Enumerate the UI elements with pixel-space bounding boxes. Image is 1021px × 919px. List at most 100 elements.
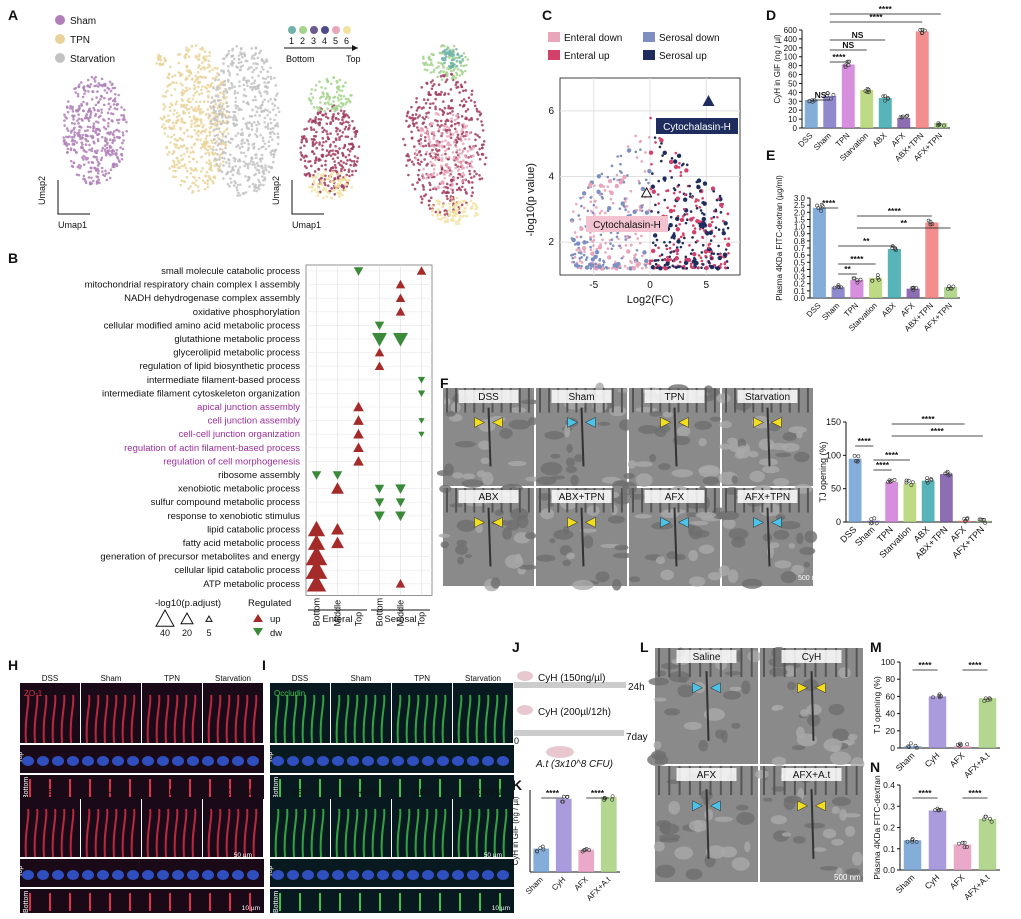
nucleus	[377, 756, 389, 766]
umap-dot	[326, 79, 329, 83]
umap-dot	[176, 139, 180, 142]
data-point	[910, 480, 915, 485]
bar	[978, 698, 997, 748]
umap-dot	[70, 121, 74, 125]
umap-dot	[72, 135, 76, 139]
tick-label: 0.2	[883, 823, 895, 833]
umap-dot	[78, 135, 82, 139]
volcano-point	[633, 260, 637, 264]
umap-dot	[109, 168, 113, 172]
umap-dot	[86, 125, 90, 129]
umap-dot	[481, 129, 485, 132]
texture-blob	[648, 677, 669, 686]
umap-dot	[422, 167, 425, 171]
umap-dot	[441, 74, 445, 77]
umap-dot	[243, 88, 246, 91]
umap-dot	[305, 127, 309, 130]
umap-dot	[321, 130, 325, 134]
umap-dot	[437, 83, 441, 87]
texture-blob	[622, 481, 637, 496]
umap-dot	[263, 90, 266, 94]
texture-blob	[609, 406, 627, 417]
umap-dot	[439, 218, 443, 221]
umap-dot	[245, 81, 249, 84]
umap-dot	[449, 136, 453, 140]
volcano-point	[622, 174, 627, 180]
umap-dot	[336, 150, 339, 153]
umap-dot	[168, 105, 172, 109]
umap-dot	[73, 133, 76, 137]
umap-dot	[70, 135, 74, 139]
junction-line	[810, 789, 815, 859]
umap-dot	[94, 103, 98, 107]
umap-dot	[463, 206, 466, 210]
umap-dot	[444, 216, 447, 219]
umap-dot	[210, 96, 214, 99]
umap-dot	[272, 155, 276, 159]
nucleus	[347, 870, 359, 880]
texture-blob	[748, 450, 759, 458]
triangle-marker	[395, 511, 406, 522]
volcano-point	[656, 258, 660, 262]
umap-dot	[269, 66, 272, 70]
image-label: AFX+TPN	[215, 788, 251, 797]
umap-dot	[471, 154, 474, 158]
umap-dot	[173, 165, 176, 169]
triangle-marker	[395, 293, 406, 302]
umap-dot	[100, 149, 104, 152]
umap-dot	[442, 128, 445, 132]
umap-dot	[449, 213, 452, 217]
umap-dot	[317, 117, 321, 121]
umap-dot	[211, 141, 214, 144]
umap-dot	[472, 175, 476, 178]
umap-dot	[311, 96, 315, 99]
umap-dot	[186, 50, 190, 53]
tick-label: 60	[886, 691, 896, 701]
umap-dot	[354, 163, 358, 167]
umap-dot	[225, 90, 228, 94]
umap-dot	[198, 100, 202, 104]
villus	[182, 808, 188, 858]
data-point	[886, 480, 891, 484]
umap-dot	[256, 87, 260, 90]
umap-dot	[439, 213, 443, 217]
umap-dot	[158, 63, 162, 66]
umap-dot	[253, 185, 256, 188]
texture-blob	[614, 544, 629, 551]
villus	[216, 808, 222, 858]
umap-dot	[100, 135, 104, 139]
umap-dot	[440, 182, 443, 185]
umap-dot	[333, 160, 336, 163]
image-label: AFX+A.t	[793, 770, 831, 781]
umap-dot	[327, 153, 330, 156]
umap-dot	[230, 86, 234, 89]
umap-dot	[329, 169, 332, 172]
texture-blob	[502, 527, 513, 540]
texture-blob	[461, 473, 476, 480]
legend-title: Regulated	[248, 598, 291, 609]
umap-dot	[93, 80, 97, 83]
tick-label: 0	[890, 743, 895, 753]
volcano-point	[580, 261, 584, 264]
tick-label: 0	[647, 280, 653, 291]
umap-dot	[455, 47, 458, 51]
volcano-point	[642, 250, 647, 255]
umap-dot	[311, 142, 315, 146]
umap-dot	[221, 102, 225, 106]
umap-dot	[122, 116, 126, 119]
umap-dot	[452, 199, 455, 203]
umap-dot	[462, 166, 465, 170]
umap-dot	[338, 129, 342, 132]
volcano-point	[617, 237, 620, 241]
umap-dot	[458, 217, 462, 220]
umap-dot	[476, 117, 479, 121]
umap-dot	[166, 76, 169, 79]
umap-dot	[458, 60, 462, 63]
umap-dot	[210, 111, 214, 114]
umap-dot	[189, 72, 193, 75]
data-point	[883, 98, 887, 103]
umap-dot	[76, 134, 80, 137]
umap-dot	[347, 116, 351, 119]
data-point	[911, 285, 916, 290]
